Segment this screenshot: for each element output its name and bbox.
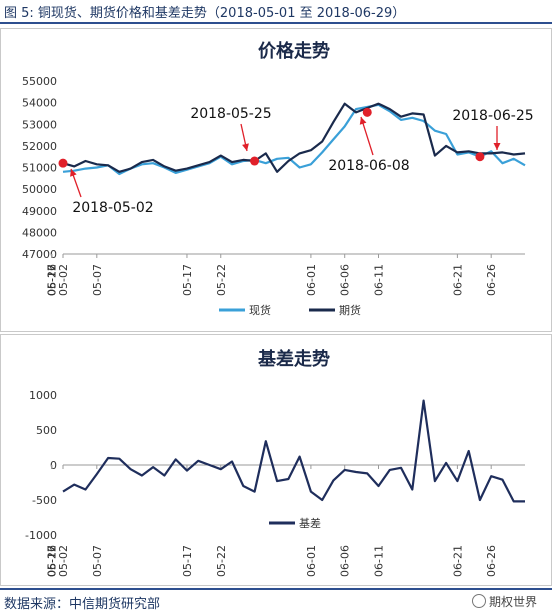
annotation-label: 2018-06-25 [452, 108, 533, 124]
x-tick-label: 05-12 [46, 545, 59, 577]
annotation-label: 2018-06-08 [328, 158, 409, 174]
basis-chart: 基差走势 -1000 -500 0 500 1000 05-02 05-07 05-12 05-1… [25, 348, 525, 577]
series-line-spot [62, 103, 526, 176]
y-tick-label: 1000 [29, 389, 57, 402]
annotation-arrowhead [70, 169, 77, 177]
watermark-text: 期权世界 [489, 595, 538, 609]
x-tick-label: 06-26 [485, 545, 498, 577]
basis-chart-panel: 基差走势 -1000 -500 0 500 1000 05-02 05-07 05-12 05-1… [0, 334, 552, 586]
series-line-basis [62, 399, 525, 503]
x-tick-label: 06-16 [46, 545, 59, 577]
annotation-arrowhead [493, 143, 501, 150]
x-tick-label: 06-26 [485, 264, 498, 296]
x-tick-label: 06-21 [451, 545, 464, 577]
x-tick-label: 05-22 [215, 264, 228, 296]
x-tick-label: 05-02 [57, 545, 70, 577]
x-tick-label: 05-07 [91, 264, 104, 296]
wechat-icon [472, 594, 486, 608]
legend-label-spot: 现货 [249, 303, 271, 317]
x-tick-label: 05-27 [46, 264, 59, 296]
y-tick-label: 50000 [22, 183, 57, 196]
y-tick-label: -1000 [25, 529, 57, 542]
y-tick-label: 0 [50, 459, 57, 472]
highlight-point [362, 107, 372, 117]
y-tick-label: 53000 [22, 118, 57, 131]
annotation-arrowhead [359, 117, 367, 125]
y-tick-label: 52000 [22, 140, 57, 153]
y-tick-label: 47000 [22, 248, 57, 261]
x-tick-label: 05-02 [57, 264, 70, 296]
watermark: 期权世界 [472, 593, 537, 610]
y-tick-label: 55000 [22, 75, 57, 88]
x-tick-label: 05-17 [181, 264, 194, 296]
annotation-label: 2018-05-25 [190, 106, 271, 122]
x-tick-label: 06-21 [451, 264, 464, 296]
y-tick-label: 49000 [22, 205, 57, 218]
x-tick-label: 06-06 [339, 264, 352, 296]
x-tick-label: 05-22 [215, 545, 228, 577]
footer-divider [0, 588, 552, 590]
y-tick-label: 51000 [22, 162, 57, 175]
x-tick-label: 05-27 [46, 545, 59, 577]
header-divider [0, 22, 552, 24]
legend-label-basis: 基差 [299, 516, 321, 530]
y-tick-label: -500 [32, 494, 57, 507]
highlight-point [250, 156, 260, 166]
x-tick-label: 06-11 [373, 264, 386, 296]
y-tick-label: 54000 [22, 97, 57, 110]
x-tick-label: 05-12 [46, 264, 59, 296]
source-note: 数据来源：中信期货研究部 [4, 597, 161, 612]
price-chart: 价格走势 47000 48000 49000 50000 51000 52000 53000 5… [22, 40, 534, 317]
x-tick-label: 06-01 [305, 545, 318, 577]
x-tick-label: 06-06 [339, 545, 352, 577]
legend-label-futures: 期货 [339, 303, 361, 317]
x-tick-label: 06-16 [46, 264, 59, 296]
annotation-arrowhead [242, 143, 249, 151]
figure-title: 图 5: 铜现货、期货价格和基差走势（2018-05-01 至 2018-06-… [4, 6, 406, 21]
chart-title: 价格走势 [258, 40, 330, 62]
x-tick-label: 05-07 [91, 545, 104, 577]
series-line-futures [62, 102, 526, 173]
annotation-label: 2018-05-02 [72, 200, 153, 216]
y-tick-label: 48000 [22, 226, 57, 239]
x-tick-label: 06-11 [373, 545, 386, 577]
price-chart-panel: 价格走势 47000 48000 49000 50000 51000 52000 53000 5… [0, 28, 552, 332]
x-tick-label: 06-01 [305, 264, 318, 296]
x-tick-label: 05-17 [181, 545, 194, 577]
chart-title: 基差走势 [257, 348, 330, 370]
highlight-point [475, 152, 485, 162]
highlight-point [58, 158, 68, 168]
y-tick-label: 500 [36, 424, 57, 437]
